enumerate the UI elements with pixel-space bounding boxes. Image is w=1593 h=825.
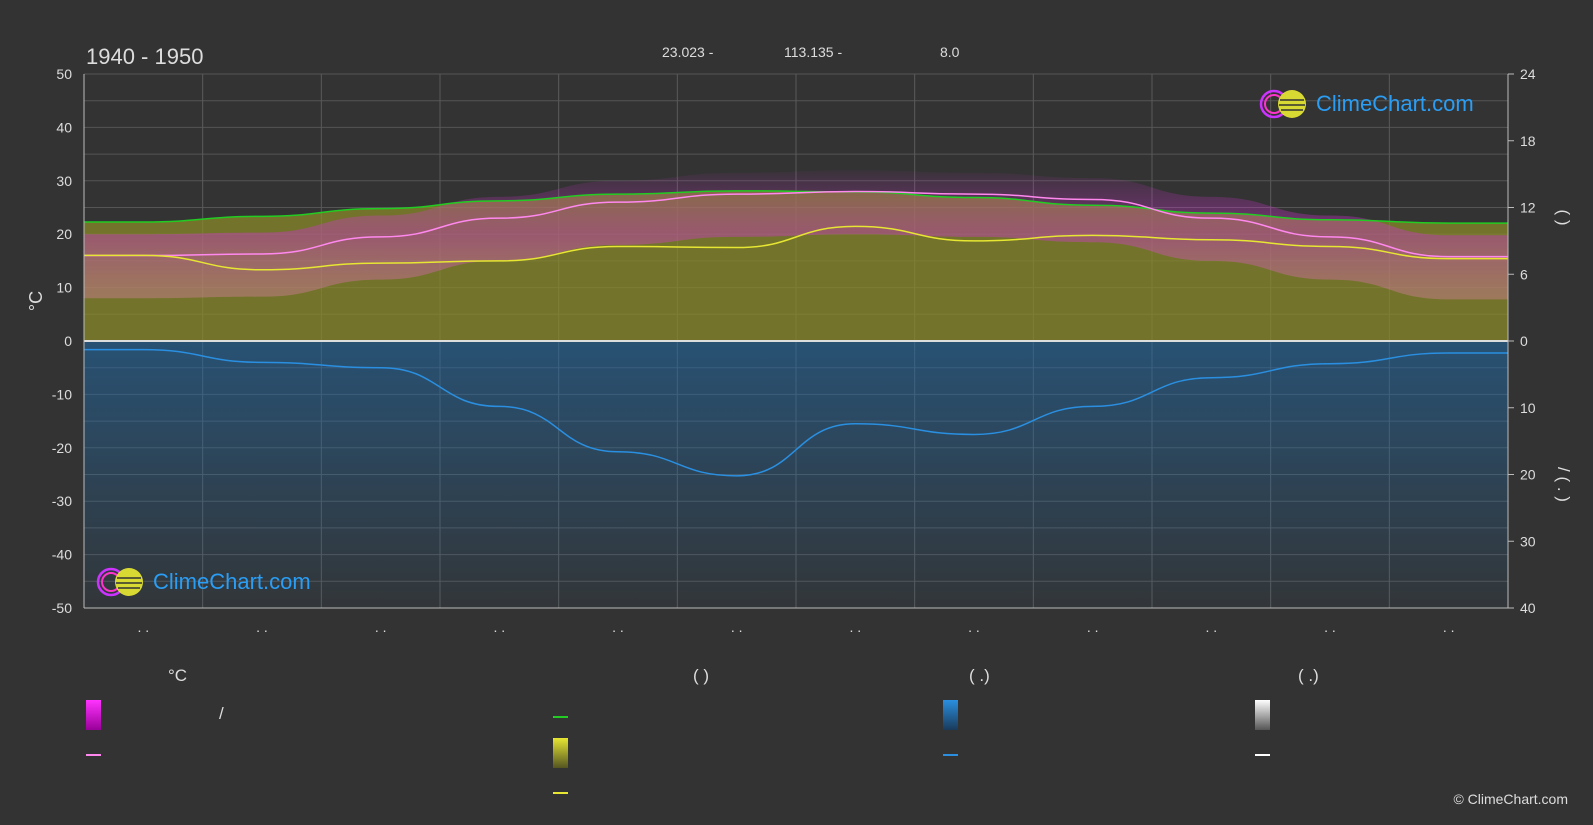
logo-icon bbox=[1259, 89, 1306, 119]
x-tick-label: . . bbox=[849, 619, 861, 635]
legend-rain-heading: ( .) bbox=[969, 666, 990, 685]
legend-sun-heading: ( ) bbox=[693, 666, 710, 685]
legend-temp-heading: °C bbox=[168, 666, 188, 685]
daylight-line bbox=[84, 190, 1508, 224]
legend-temp-range-swatch bbox=[86, 700, 101, 730]
range-areas bbox=[84, 170, 1508, 608]
legend-temp-range-label: / bbox=[219, 704, 224, 723]
left-axis-unit: °C bbox=[26, 291, 46, 311]
right-top-tick-label: 18 bbox=[1520, 133, 1536, 149]
x-tick-label: . . bbox=[612, 619, 624, 635]
x-tick-label: . . bbox=[137, 619, 149, 635]
logo-text: ClimeChart.com bbox=[153, 569, 311, 594]
x-tick-label: . . bbox=[1324, 619, 1336, 635]
longitude-label: 113.135 - bbox=[784, 44, 843, 60]
right-top-tick-label: 24 bbox=[1520, 66, 1536, 82]
left-tick-label: -40 bbox=[52, 547, 72, 563]
right-bottom-tick-label: 40 bbox=[1520, 600, 1536, 616]
right-top-tick-label: 12 bbox=[1520, 200, 1536, 216]
right-bottom-axis-label: / ( . ) bbox=[1554, 467, 1573, 502]
period-title: 1940 - 1950 bbox=[86, 44, 204, 69]
x-tick-label: . . bbox=[1205, 619, 1217, 635]
legend-sunshine-swatch bbox=[553, 792, 568, 794]
x-tick-label: . . bbox=[968, 619, 980, 635]
left-tick-label: 10 bbox=[56, 280, 72, 296]
temperature-range-area bbox=[84, 170, 1508, 300]
right-bottom-tick-label: 10 bbox=[1520, 400, 1536, 416]
left-tick-label: -30 bbox=[52, 493, 72, 509]
right-bottom-tick-label: 20 bbox=[1520, 467, 1536, 483]
left-tick-label: -50 bbox=[52, 600, 72, 616]
axes: 50 40 30 20 10 0 -10 -20 -30 -40 -50 °C 24 18 12 6 0 10 20… bbox=[26, 66, 1573, 635]
legend-rain-swatch bbox=[943, 754, 958, 756]
legend-snow-heading: ( .) bbox=[1298, 666, 1319, 685]
logo-top[interactable]: ClimeChart.com bbox=[1258, 88, 1474, 120]
series-lines bbox=[83, 190, 1508, 477]
left-tick-label: 30 bbox=[56, 173, 72, 189]
logo-icon bbox=[96, 567, 143, 597]
legend-sunshine-range-swatch bbox=[553, 738, 568, 768]
legend-rain-range-swatch bbox=[943, 700, 958, 730]
left-tick-label: 20 bbox=[56, 226, 72, 242]
x-tick-label: . . bbox=[256, 619, 268, 635]
x-tick-label: . . bbox=[375, 619, 387, 635]
x-tick-label: . . bbox=[493, 619, 505, 635]
x-tick-label: . . bbox=[731, 619, 743, 635]
x-tick-label: . . bbox=[1443, 619, 1455, 635]
left-tick-label: -20 bbox=[52, 440, 72, 456]
precipitation-line bbox=[83, 348, 1508, 477]
logo-text: ClimeChart.com bbox=[1316, 91, 1474, 116]
x-tick-label: . . bbox=[1087, 619, 1099, 635]
left-tick-label: 40 bbox=[56, 119, 72, 135]
legend-snow-range-swatch bbox=[1255, 700, 1270, 730]
legend-temp-mean-swatch bbox=[86, 754, 101, 756]
legend-daylight-swatch bbox=[553, 716, 568, 718]
right-bottom-tick-label: 30 bbox=[1520, 533, 1536, 549]
right-top-tick-label: 6 bbox=[1520, 266, 1528, 282]
climate-chart: 50 40 30 20 10 0 -10 -20 -30 -40 -50 °C 24 18 12 6 0 10 20… bbox=[26, 66, 1573, 635]
copyright: © ClimeChart.com bbox=[1453, 791, 1568, 807]
right-top-axis-label: ( ) bbox=[1554, 209, 1573, 225]
latitude-label: 23.023 - bbox=[662, 44, 714, 60]
temp_mean-line bbox=[84, 190, 1508, 258]
precipitation-range-area bbox=[84, 341, 1508, 608]
logo-bottom[interactable]: ClimeChart.com bbox=[95, 566, 311, 598]
left-tick-label: 0 bbox=[64, 333, 72, 349]
left-tick-label: 50 bbox=[56, 66, 72, 82]
sunshine-line bbox=[84, 225, 1508, 271]
right-top-tick-label: 0 bbox=[1520, 333, 1528, 349]
left-tick-label: -10 bbox=[52, 386, 72, 402]
legend-snow-swatch bbox=[1255, 754, 1270, 756]
elevation-label: 8.0 bbox=[940, 44, 960, 60]
